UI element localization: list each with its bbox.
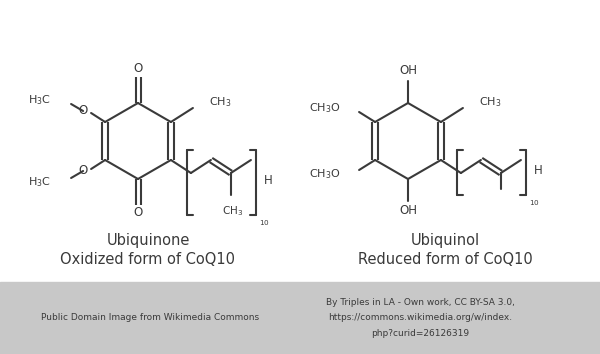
Text: $\mathregular{CH_3}$: $\mathregular{CH_3}$ xyxy=(479,95,502,109)
Text: Ubiquinol: Ubiquinol xyxy=(410,234,479,249)
Text: O: O xyxy=(79,104,88,118)
Text: H: H xyxy=(264,174,272,187)
Text: $\mathregular{H_3C}$: $\mathregular{H_3C}$ xyxy=(28,175,51,189)
Text: php?curid=26126319: php?curid=26126319 xyxy=(371,329,469,338)
Text: $\mathregular{CH_3O}$: $\mathregular{CH_3O}$ xyxy=(310,167,341,181)
Text: OH: OH xyxy=(399,205,417,217)
Text: $\mathregular{_{10}}$: $\mathregular{_{10}}$ xyxy=(529,198,540,208)
Text: $\mathregular{CH_3}$: $\mathregular{CH_3}$ xyxy=(223,204,244,218)
Text: Ubiquinone: Ubiquinone xyxy=(106,234,190,249)
Text: $\mathregular{H_3C}$: $\mathregular{H_3C}$ xyxy=(28,93,51,107)
Text: $\mathregular{CH_3O}$: $\mathregular{CH_3O}$ xyxy=(310,101,341,115)
Bar xyxy=(0,282,600,354)
Text: O: O xyxy=(133,63,143,75)
Text: Public Domain Image from Wikimedia Commons: Public Domain Image from Wikimedia Commo… xyxy=(41,314,259,322)
Text: $\mathregular{CH_3}$: $\mathregular{CH_3}$ xyxy=(209,95,232,109)
Text: OH: OH xyxy=(399,64,417,78)
Text: Oxidized form of CoQ10: Oxidized form of CoQ10 xyxy=(61,251,235,267)
Text: H: H xyxy=(534,164,542,177)
Text: By Triples in LA - Own work, CC BY-SA 3.0,: By Triples in LA - Own work, CC BY-SA 3.… xyxy=(326,298,514,307)
Text: O: O xyxy=(79,165,88,177)
Text: O: O xyxy=(133,206,143,219)
Text: $\mathregular{_{10}}$: $\mathregular{_{10}}$ xyxy=(259,218,270,228)
Text: https://commons.wikimedia.org/w/index.: https://commons.wikimedia.org/w/index. xyxy=(328,314,512,322)
Text: Reduced form of CoQ10: Reduced form of CoQ10 xyxy=(358,251,532,267)
